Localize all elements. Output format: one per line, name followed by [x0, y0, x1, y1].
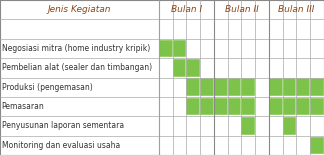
- Text: Monitoring dan evaluasi usaha: Monitoring dan evaluasi usaha: [2, 141, 120, 150]
- Bar: [227, 98, 241, 115]
- Bar: [200, 98, 214, 115]
- Text: Pemasaran: Pemasaran: [2, 102, 44, 111]
- Bar: [310, 98, 324, 115]
- Bar: [283, 98, 296, 115]
- Text: Bulan II: Bulan II: [225, 5, 258, 14]
- Text: Bulan I: Bulan I: [171, 5, 202, 14]
- Bar: [172, 59, 186, 77]
- Text: Bulan III: Bulan III: [278, 5, 315, 14]
- Text: Penyusunan laporan sementara: Penyusunan laporan sementara: [2, 121, 124, 131]
- Bar: [296, 98, 310, 115]
- Bar: [200, 78, 214, 96]
- Bar: [310, 137, 324, 154]
- Bar: [241, 98, 255, 115]
- Bar: [241, 117, 255, 135]
- Bar: [227, 78, 241, 96]
- Bar: [269, 78, 283, 96]
- Bar: [310, 78, 324, 96]
- Bar: [186, 78, 200, 96]
- Text: Produksi (pengemasan): Produksi (pengemasan): [2, 83, 92, 92]
- Bar: [296, 78, 310, 96]
- Bar: [214, 78, 227, 96]
- Bar: [172, 40, 186, 57]
- Bar: [159, 40, 172, 57]
- Bar: [241, 78, 255, 96]
- Bar: [283, 117, 296, 135]
- Text: Jenis Kegiatan: Jenis Kegiatan: [48, 5, 111, 14]
- Text: Negosiasi mitra (home industry kripik): Negosiasi mitra (home industry kripik): [2, 44, 150, 53]
- Bar: [214, 98, 227, 115]
- Text: Pembelian alat (sealer dan timbangan): Pembelian alat (sealer dan timbangan): [2, 63, 152, 72]
- Bar: [186, 98, 200, 115]
- Bar: [283, 78, 296, 96]
- Bar: [186, 59, 200, 77]
- Bar: [269, 98, 283, 115]
